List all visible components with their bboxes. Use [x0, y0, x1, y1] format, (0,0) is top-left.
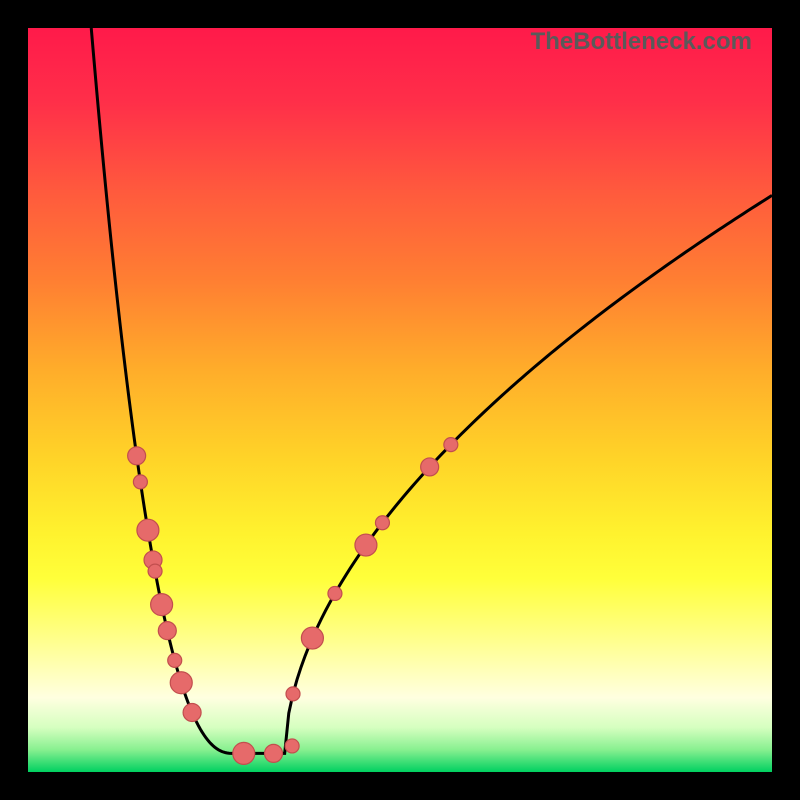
data-dot	[285, 739, 299, 753]
data-dot	[168, 653, 182, 667]
data-dot	[158, 622, 176, 640]
data-dot	[151, 594, 173, 616]
data-dot	[421, 458, 439, 476]
data-dot	[183, 703, 201, 721]
data-dot	[128, 447, 146, 465]
data-dot	[137, 519, 159, 541]
data-dot	[444, 438, 458, 452]
valley-curve	[91, 28, 772, 753]
data-dot	[355, 534, 377, 556]
data-dot	[328, 586, 342, 600]
data-dot	[265, 744, 283, 762]
data-dot	[233, 742, 255, 764]
data-dot	[133, 475, 147, 489]
data-dot	[286, 687, 300, 701]
curves-layer	[28, 28, 772, 772]
data-dot	[148, 564, 162, 578]
data-dot	[301, 627, 323, 649]
plot-area	[28, 28, 772, 772]
watermark-text: TheBottleneck.com	[531, 28, 752, 56]
data-dot	[375, 516, 389, 530]
data-dot	[170, 672, 192, 694]
chart-frame: TheBottleneck.com	[0, 0, 800, 800]
